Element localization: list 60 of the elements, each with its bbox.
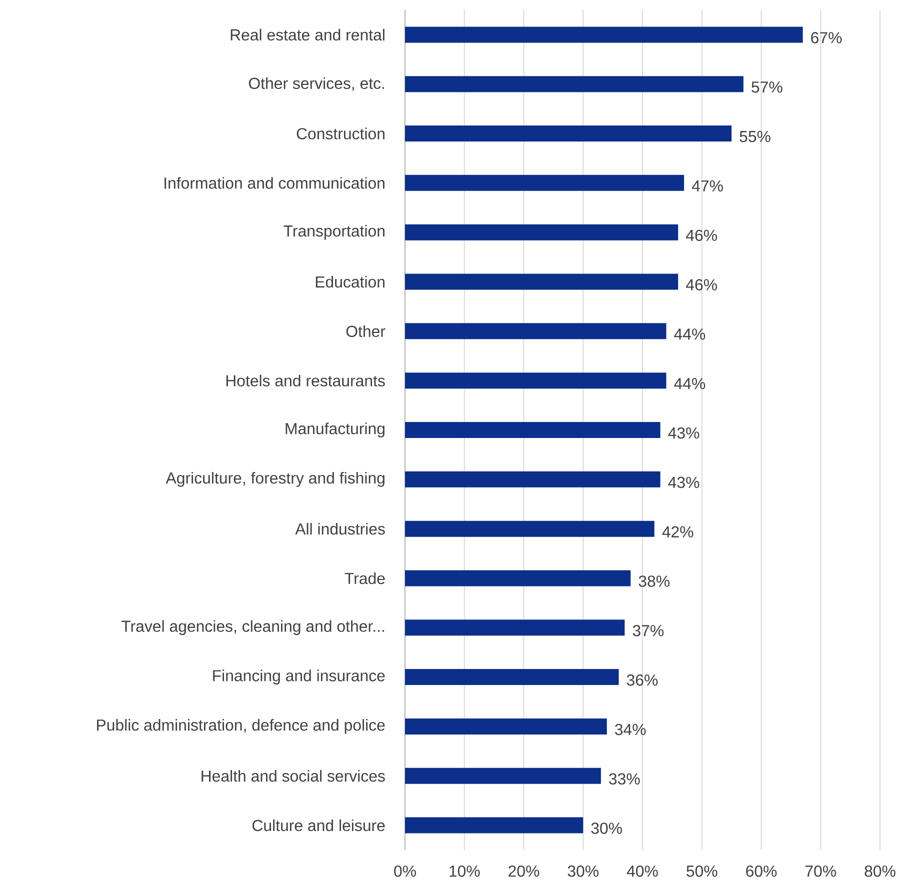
y-tick-label: Trade — [344, 572, 385, 584]
data-label: 38% — [638, 576, 670, 587]
y-tick-label: Hotels and restaurants — [226, 374, 385, 386]
y-tick-label: Agriculture, forestry and fishing — [166, 472, 384, 487]
bar — [405, 620, 625, 636]
x-tick-label: 20% — [508, 866, 540, 877]
data-label: 67% — [811, 32, 842, 44]
bar — [405, 669, 619, 686]
data-label: 37% — [632, 625, 664, 636]
y-tick-label: Other services, etc. — [248, 77, 384, 91]
data-label: 42% — [662, 526, 694, 538]
data-label: 55% — [740, 130, 770, 142]
bar — [405, 718, 607, 734]
data-label: 36% — [626, 674, 658, 686]
data-label: 44% — [674, 378, 706, 390]
data-label: 43% — [668, 476, 700, 488]
y-tick-label: Culture and leisure — [252, 819, 385, 832]
y-tick-label: Financing and insurance — [213, 670, 385, 684]
bar — [405, 76, 744, 92]
y-tick-label: Manufacturing — [286, 422, 384, 438]
y-tick-label: Real estate and rental — [230, 28, 384, 41]
y-tick-label: Other — [346, 325, 386, 338]
bar — [405, 372, 666, 389]
bar — [405, 126, 732, 142]
data-label: 44% — [674, 328, 706, 340]
x-tick-label: 30% — [568, 866, 599, 877]
data-label: 46% — [686, 279, 717, 290]
data-label: 30% — [591, 822, 622, 834]
bar — [405, 26, 803, 43]
x-tick-label: 0% — [394, 866, 416, 877]
bar — [405, 570, 631, 586]
bar — [405, 768, 601, 784]
x-tick-label: 60% — [746, 866, 777, 877]
bar — [405, 224, 678, 240]
y-tick-label: Health and social services — [202, 770, 385, 782]
x-tick-label: 50% — [686, 866, 718, 877]
bar — [405, 471, 660, 488]
y-tick-label: All industries — [295, 522, 385, 535]
x-tick-label: 80% — [864, 866, 896, 877]
data-label: 57% — [752, 82, 782, 93]
y-tick-label: Education — [316, 276, 384, 288]
x-tick-label: 70% — [805, 866, 836, 877]
bar — [405, 174, 684, 191]
data-label: 47% — [692, 180, 723, 192]
bar — [405, 520, 654, 537]
data-label: 33% — [609, 773, 640, 785]
data-label: 43% — [668, 427, 700, 439]
x-tick-label: 10% — [450, 866, 480, 877]
y-tick-label: Transportation — [284, 224, 384, 240]
data-label: 46% — [686, 230, 717, 241]
y-tick-label: Construction — [296, 128, 384, 140]
x-tick-label: 40% — [626, 866, 658, 877]
y-tick-label: Travel agencies, cleaning and other... — [121, 620, 384, 636]
bar — [405, 274, 678, 290]
bar — [405, 422, 660, 438]
y-tick-label: Information and communication — [164, 177, 384, 189]
y-tick-label: Public administration, defence and police — [97, 719, 385, 734]
bar — [405, 323, 666, 340]
bar — [405, 817, 584, 834]
data-label: 34% — [615, 724, 646, 736]
